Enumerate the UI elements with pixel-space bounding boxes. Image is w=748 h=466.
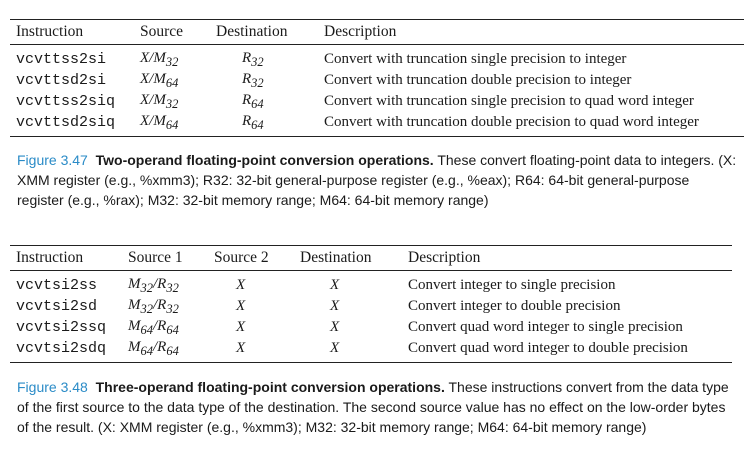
instruction-cell: vcvtsi2sdq xyxy=(10,338,122,363)
description-cell: Convert quad word integer to double prec… xyxy=(402,338,732,363)
table-row: vcvttss2si X/M32 R32 Convert with trunca… xyxy=(10,45,744,71)
source2-cell: X xyxy=(236,298,246,314)
instruction-cell: vcvtsi2sd xyxy=(16,298,98,315)
source1-cell: M32/R32 xyxy=(128,275,179,295)
figure-label: Figure 3.48 xyxy=(17,379,88,395)
figure-caption-text: These instructions convert from the data… xyxy=(17,379,729,435)
figure-title: Three-operand floating-point conversion … xyxy=(95,379,445,395)
source2-cell: X xyxy=(236,277,246,293)
description-cell: Convert integer to double precision xyxy=(408,298,621,314)
table-row: vcvtsi2sd M32/R32 X X Convert integer to… xyxy=(10,296,732,317)
instruction-cell: vcvttsd2siq xyxy=(10,112,134,137)
source-cell: X/M32 xyxy=(140,91,179,111)
figure-title: Two-operand floating-point conversion op… xyxy=(95,152,434,168)
instruction-cell: vcvttsd2si xyxy=(16,72,107,89)
source-cell: X/M64 xyxy=(134,112,210,137)
col-header-source1: Source 1 xyxy=(122,245,208,271)
col-header-source2: Source 2 xyxy=(208,245,294,271)
table-row: vcvttsd2siq X/M64 R64 Convert with trunc… xyxy=(10,112,744,137)
table-row: vcvtsi2ssq M64/R64 X X Convert quad word… xyxy=(10,317,732,338)
description-cell: Convert quad word integer to single prec… xyxy=(408,319,683,335)
figure-caption-3-47: Figure 3.47 Two-operand floating-point c… xyxy=(17,150,737,210)
destination-cell: X xyxy=(330,277,340,293)
col-header-destination: Destination xyxy=(210,19,318,45)
destination-cell: X xyxy=(294,338,402,363)
table-row: vcvttsd2si X/M64 R32 Convert with trunca… xyxy=(10,70,744,91)
figure-caption-text: These convert floating-point data to int… xyxy=(17,152,737,208)
col-header-instruction: Instruction xyxy=(10,19,134,45)
description-cell: Convert with truncation double precision… xyxy=(318,112,744,137)
destination-cell: R32 xyxy=(242,49,264,69)
conversion-table-three-operand: Instruction Source 1 Source 2 Destinatio… xyxy=(10,245,732,363)
source2-cell: X xyxy=(208,338,294,363)
destination-cell: R32 xyxy=(242,70,264,90)
source1-cell: M64/R64 xyxy=(128,317,179,337)
col-header-instruction: Instruction xyxy=(10,245,122,271)
instruction-cell: vcvtsi2ssq xyxy=(16,319,107,336)
description-cell: Convert with truncation single precision… xyxy=(324,93,694,109)
description-cell: Convert integer to single precision xyxy=(408,277,616,293)
conversion-table-two-operand: Instruction Source Destination Descripti… xyxy=(10,19,744,137)
col-header-description: Description xyxy=(402,245,732,271)
source2-cell: X xyxy=(236,319,246,335)
destination-cell: R64 xyxy=(210,112,318,137)
figure-label: Figure 3.47 xyxy=(17,152,88,168)
table-row: vcvtsi2sdq M64/R64 X X Convert quad word… xyxy=(10,338,732,363)
description-cell: Convert with truncation double precision… xyxy=(324,72,632,88)
description-cell: Convert with truncation single precision… xyxy=(324,51,627,67)
source1-cell: M32/R32 xyxy=(128,296,179,316)
destination-cell: R64 xyxy=(242,91,264,111)
table-header-row: Instruction Source 1 Source 2 Destinatio… xyxy=(10,245,732,271)
col-header-source: Source xyxy=(134,19,210,45)
figure-caption-3-48: Figure 3.48 Three-operand floating-point… xyxy=(17,377,737,437)
destination-cell: X xyxy=(330,319,340,335)
source-cell: X/M64 xyxy=(140,70,179,90)
source1-cell: M64/R64 xyxy=(122,338,208,363)
instruction-cell: vcvttss2si xyxy=(16,51,107,68)
table-row: vcvttss2siq X/M32 R64 Convert with trunc… xyxy=(10,91,744,112)
destination-cell: X xyxy=(330,298,340,314)
instruction-cell: vcvttss2siq xyxy=(16,93,116,110)
table-row: vcvtsi2ss M32/R32 X X Convert integer to… xyxy=(10,271,732,297)
col-header-description: Description xyxy=(318,19,744,45)
col-header-destination: Destination xyxy=(294,245,402,271)
instruction-cell: vcvtsi2ss xyxy=(16,277,98,294)
source-cell: X/M32 xyxy=(140,49,179,69)
table-header-row: Instruction Source Destination Descripti… xyxy=(10,19,744,45)
